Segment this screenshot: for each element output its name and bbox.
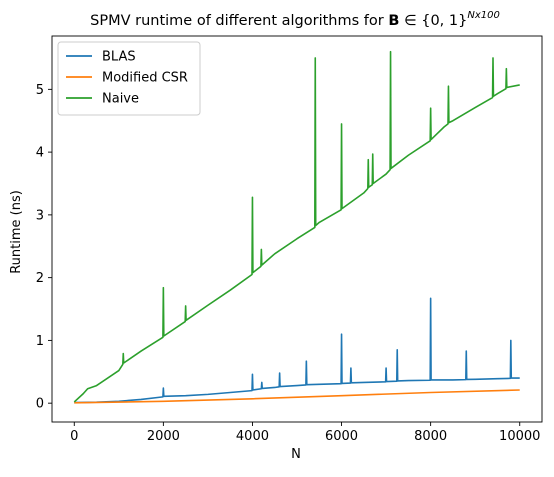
legend-label: Naive: [102, 92, 139, 107]
axis-ticks: 0 2000 4000 6000 8000 10000 0 1 2 3 4 5: [36, 83, 541, 444]
title-prefix: SPMV runtime of different algorithms for: [90, 13, 388, 29]
axes-frame: [51, 35, 543, 423]
x-tick-label: 10000: [499, 429, 540, 444]
series-line-naive: [73, 50, 520, 403]
y-tick-label: 2: [36, 271, 44, 286]
title-bold: B: [388, 13, 399, 29]
y-tick-label: 4: [36, 146, 44, 161]
y-tick-label: 3: [36, 208, 44, 223]
y-tick-label: 5: [36, 83, 44, 98]
x-tick-label: 2000: [147, 429, 180, 444]
x-tick-label: 8000: [414, 429, 447, 444]
x-tick-label: 0: [70, 429, 78, 444]
legend-label: BLAS: [102, 50, 136, 65]
y-axis-label: Runtime (ns): [9, 190, 24, 274]
x-tick-label: 4000: [236, 429, 269, 444]
legend-box: [57, 41, 201, 116]
title-superscript: Nx100: [467, 10, 500, 21]
y-tick-label: 0: [36, 397, 44, 412]
legend: BLAS Modified CSR Naive: [57, 41, 201, 116]
y-tick-label: 1: [36, 334, 44, 349]
x-axis-label: N: [291, 447, 301, 462]
title-set: ∈ {0, 1}: [399, 13, 467, 29]
legend-label: Modified CSR: [102, 71, 188, 86]
chart-title: SPMV runtime of different algorithms for…: [90, 10, 500, 29]
series-line-blas: [74, 297, 520, 404]
x-tick-label: 6000: [325, 429, 358, 444]
series-line-modified-csr: [74, 389, 520, 404]
